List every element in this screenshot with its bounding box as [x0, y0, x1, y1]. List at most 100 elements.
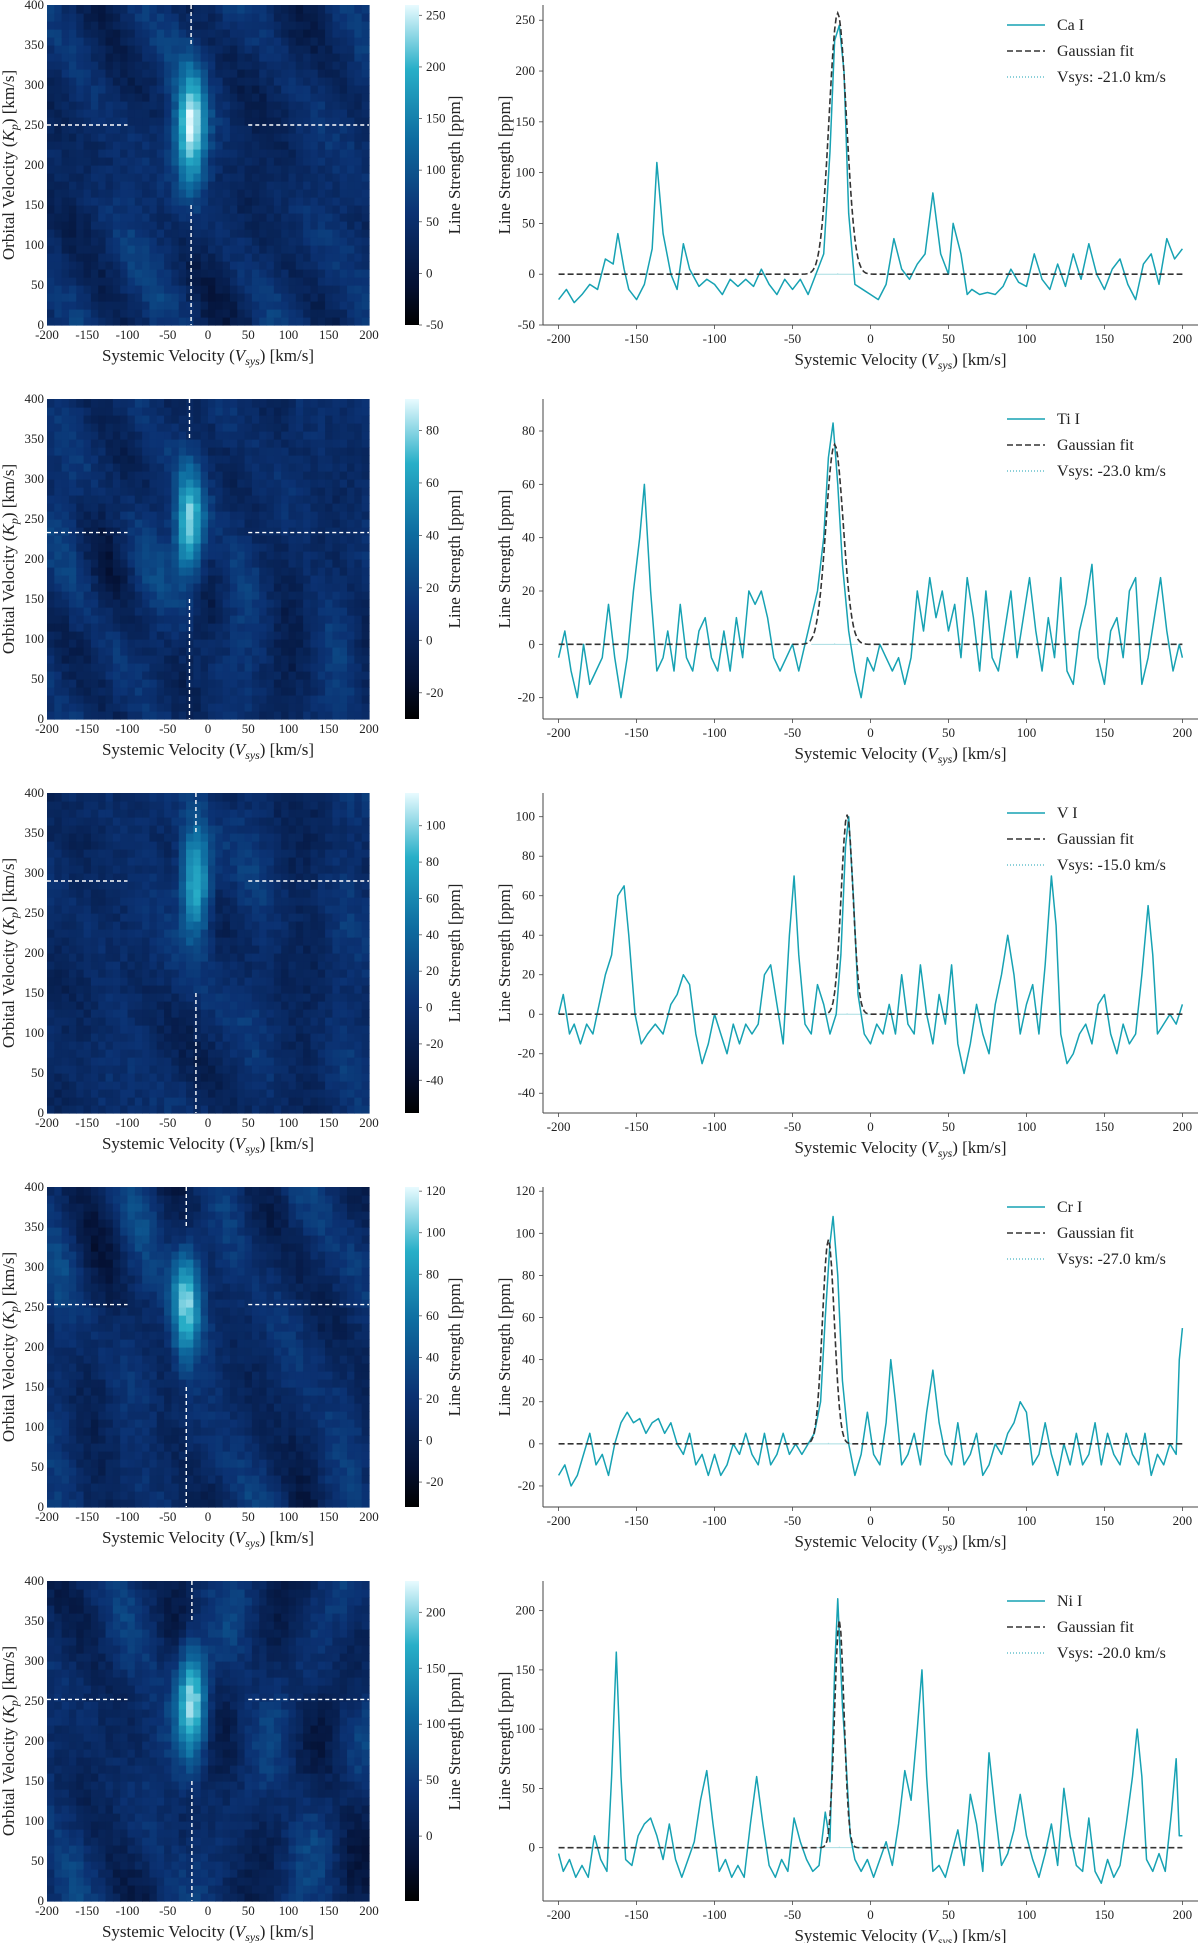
heatmap-cell: [317, 309, 326, 318]
heatmap-cell: [68, 801, 77, 810]
heatmap-cell: [149, 921, 158, 930]
heatmap-cell: [112, 615, 121, 624]
heatmap-cell: [332, 301, 341, 310]
heatmap-cell: [186, 801, 194, 810]
heatmap-cell: [83, 447, 92, 456]
heatmap-cell: [251, 407, 260, 416]
heatmap-cell: [303, 309, 312, 318]
heatmap-cell: [222, 415, 231, 424]
heatmap-cell: [90, 583, 99, 592]
heatmap-cell: [229, 1097, 238, 1106]
heatmap-cell: [200, 825, 209, 834]
heatmap-cell: [215, 77, 224, 86]
heatmap-cell: [47, 857, 55, 866]
heatmap-cell: [134, 1009, 143, 1018]
heatmap-cell: [208, 309, 216, 318]
heatmap-cell: [354, 85, 363, 94]
heatmap-cell: [61, 495, 70, 504]
heatmap-cell: [164, 1073, 173, 1082]
heatmap-cell: [171, 85, 180, 94]
heatmap-cell: [281, 309, 290, 318]
heatmap-cell: [83, 977, 92, 986]
heatmap-cell: [317, 253, 326, 262]
heatmap-cell: [288, 253, 297, 262]
heatmap-cell: [76, 599, 85, 608]
heatmap-cell: [134, 221, 143, 230]
heatmap-cell: [222, 647, 231, 656]
heatmap-cell: [68, 865, 77, 874]
heatmap-cell: [76, 711, 85, 720]
heatmap-cell: [200, 1065, 209, 1074]
heatmap-cell: [222, 93, 231, 102]
heatmap-cell: [295, 591, 304, 600]
heatmap-cell: [105, 905, 114, 914]
heatmap-cell: [222, 269, 231, 278]
heatmap-cell: [178, 181, 187, 190]
heatmap-cell: [105, 317, 114, 326]
heatmap-cell: [237, 921, 246, 930]
heatmap-cell: [112, 407, 121, 416]
heatmap-cell: [193, 945, 202, 954]
heatmap-cell: [134, 969, 143, 978]
heatmap-cell: [200, 857, 209, 866]
heatmap-cell: [222, 125, 231, 134]
heatmap-cell: [54, 559, 63, 568]
heatmap-cell: [105, 535, 114, 544]
heatmap-cell: [98, 511, 107, 520]
heatmap-cell: [229, 423, 238, 432]
heatmap-cell: [251, 849, 260, 858]
heatmap-cell: [90, 495, 99, 504]
heatmap-cell: [54, 117, 63, 126]
heatmap-cell: [142, 53, 151, 62]
heatmap-cell: [347, 439, 355, 448]
heatmap-cell: [178, 503, 187, 512]
heatmap-cell: [215, 865, 224, 874]
heatmap-cell: [237, 423, 246, 432]
heatmap-cell: [149, 711, 158, 720]
heatmap-cell: [281, 543, 290, 552]
heatmap-cell: [237, 85, 246, 94]
heatmap-cell: [156, 921, 165, 930]
heatmap-cell: [47, 213, 55, 222]
heatmap-cell: [259, 1001, 268, 1010]
heatmap-cell: [259, 213, 268, 222]
heatmap-cell: [332, 431, 341, 440]
heatmap-cell: [83, 663, 92, 672]
heatmap-cell: [171, 237, 180, 246]
heatmap-cell: [164, 205, 173, 214]
heatmap-cell: [68, 1097, 77, 1106]
heatmap-cell: [156, 101, 165, 110]
heatmap-cell: [325, 591, 334, 600]
heatmap-cell: [295, 149, 304, 158]
heatmap-cell: [303, 293, 312, 302]
heatmap-cell: [142, 1041, 151, 1050]
heatmap-cell: [68, 487, 77, 496]
heatmap-cell: [251, 711, 260, 720]
heatmap-cell: [310, 487, 319, 496]
heatmap-cell: [310, 439, 319, 448]
heatmap-cell: [303, 165, 312, 174]
heatmap-cell: [171, 1049, 180, 1058]
heatmap-cell: [259, 141, 268, 150]
heatmap-cell: [273, 45, 282, 54]
heatmap-cell: [229, 671, 238, 680]
heatmap-cell: [200, 663, 209, 672]
heatmap-cell: [47, 849, 55, 858]
heatmap-cell: [68, 511, 77, 520]
heatmap-cell: [83, 253, 92, 262]
heatmap-cell: [303, 631, 312, 640]
heatmap-cell: [127, 447, 136, 456]
heatmap-cell: [186, 655, 194, 664]
heatmap-cell: [68, 1009, 77, 1018]
heatmap-cell: [332, 455, 341, 464]
heatmap-cell: [354, 423, 363, 432]
heatmap-cell: [127, 317, 136, 326]
heatmap-cell: [237, 607, 246, 616]
heatmap-cell: [178, 1065, 187, 1074]
heatmap-cell: [83, 993, 92, 1002]
heatmap-cell: [76, 527, 85, 536]
heatmap-cell: [317, 655, 326, 664]
heatmap-cell: [54, 567, 63, 576]
heatmap-cell: [244, 21, 253, 30]
heatmap-cell: [237, 801, 246, 810]
